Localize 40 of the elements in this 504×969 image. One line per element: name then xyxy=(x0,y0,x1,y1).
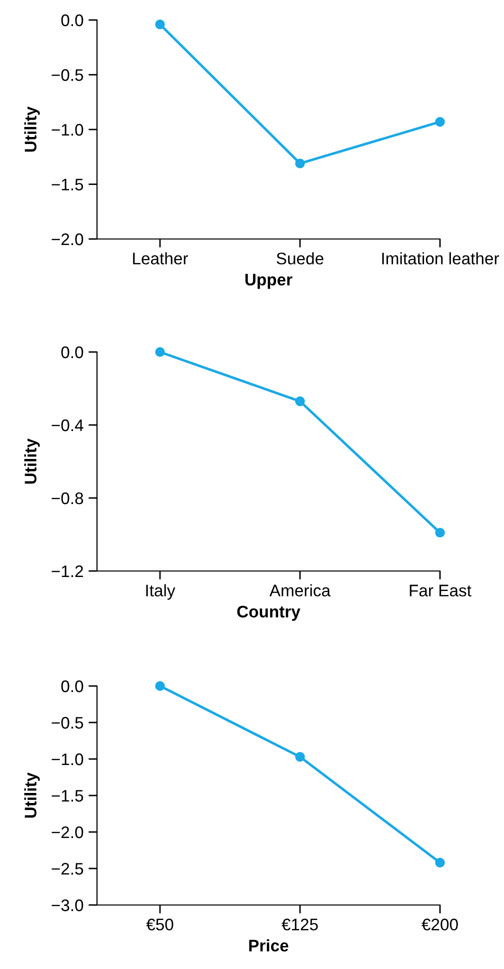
y-tick-label: −1.5 xyxy=(52,178,84,190)
x-tick-label: Italy xyxy=(146,584,176,600)
point xyxy=(295,158,305,168)
y-tick-label: −2.0 xyxy=(52,826,84,838)
y-axis-title: Utility xyxy=(24,438,40,484)
point xyxy=(155,681,165,691)
y-axis-title: Utility xyxy=(24,106,40,152)
point xyxy=(435,116,445,127)
x-axis-title: Price xyxy=(249,939,288,952)
y-axis-title: Utility xyxy=(24,772,40,818)
y-tick-label: −1.0 xyxy=(52,124,84,136)
y-tick-label: −1.5 xyxy=(52,790,84,802)
y-tick-label: −0.4 xyxy=(52,419,84,432)
point xyxy=(295,396,305,406)
x-axis-title: Country xyxy=(237,606,300,621)
x-tick-label: Imitation leather xyxy=(382,252,500,264)
y-tick-label: 0.0 xyxy=(61,680,84,692)
point xyxy=(435,528,445,538)
y-tick-label: −1.0 xyxy=(52,753,84,766)
y-tick-label: 0.0 xyxy=(61,14,84,26)
point xyxy=(295,752,305,762)
x-tick-label: Suede xyxy=(276,252,324,264)
y-tick-label: −0.5 xyxy=(52,69,84,81)
y-tick-label: −2.0 xyxy=(52,233,84,246)
y-tick-label: −3.0 xyxy=(52,899,84,912)
y-tick-label: −2.5 xyxy=(52,862,84,875)
y-tick-label: −0.8 xyxy=(52,492,84,504)
x-axis-title: Upper xyxy=(245,274,292,289)
x-tick-label: Far East xyxy=(410,584,472,596)
y-tick-label: −1.2 xyxy=(52,565,83,578)
x-tick-label: Leather xyxy=(133,252,188,264)
y-tick-label: 0.0 xyxy=(61,346,84,358)
point xyxy=(435,858,445,868)
x-tick-label: €200 xyxy=(422,918,458,930)
point xyxy=(155,20,165,30)
x-tick-label: €50 xyxy=(146,918,174,930)
point xyxy=(155,347,165,357)
x-tick-label: America xyxy=(269,584,331,596)
x-tick-label: €125 xyxy=(282,918,318,930)
y-tick-label: −0.5 xyxy=(52,716,84,729)
